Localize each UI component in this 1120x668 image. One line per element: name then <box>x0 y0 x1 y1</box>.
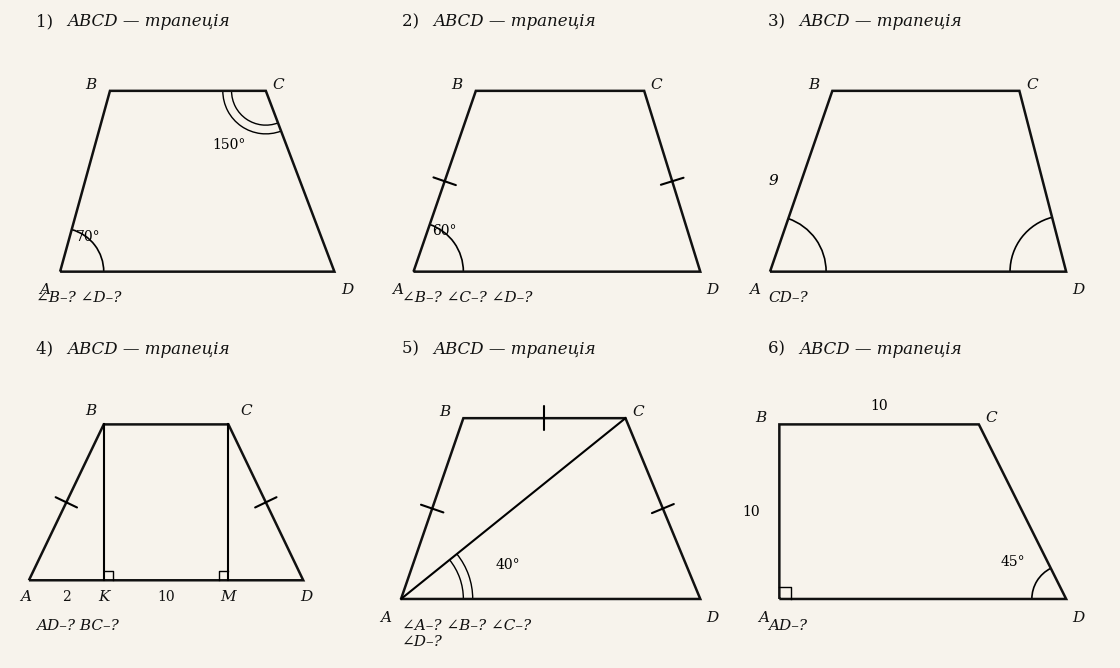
Text: ∠B–? ∠C–? ∠D–?: ∠B–? ∠C–? ∠D–? <box>402 291 533 305</box>
Text: K: K <box>99 590 110 603</box>
Text: 70°: 70° <box>76 230 101 244</box>
Text: C: C <box>632 405 644 419</box>
Text: ∠B–? ∠D–?: ∠B–? ∠D–? <box>36 291 122 305</box>
Text: D: D <box>300 590 312 603</box>
Text: ∠A–? ∠B–? ∠C–?
∠D–?: ∠A–? ∠B–? ∠C–? ∠D–? <box>402 619 531 649</box>
Text: ABCD — трапеція: ABCD — трапеція <box>799 13 962 30</box>
Text: 45°: 45° <box>1001 554 1026 568</box>
Text: A: A <box>392 283 403 297</box>
Text: 6): 6) <box>768 341 791 357</box>
Text: 5): 5) <box>402 341 424 357</box>
Text: D: D <box>1073 283 1085 297</box>
Text: 3): 3) <box>768 13 791 30</box>
Text: C: C <box>651 77 662 92</box>
Text: A: A <box>39 283 50 297</box>
Text: CD–?: CD–? <box>768 291 808 305</box>
Text: 10: 10 <box>743 505 760 518</box>
Text: C: C <box>272 77 284 92</box>
Text: D: D <box>340 283 353 297</box>
Text: B: B <box>808 77 819 92</box>
Text: ABCD — трапеція: ABCD — трапеція <box>67 13 230 30</box>
Text: 9: 9 <box>768 174 778 188</box>
Text: 4): 4) <box>36 341 58 357</box>
Text: ABCD — трапеція: ABCD — трапеція <box>433 341 596 357</box>
Text: 10: 10 <box>870 399 888 413</box>
Text: D: D <box>707 283 719 297</box>
Text: 2): 2) <box>402 13 424 30</box>
Text: ABCD — трапеція: ABCD — трапеція <box>799 341 962 357</box>
Text: B: B <box>439 405 450 419</box>
Text: B: B <box>85 77 97 92</box>
Text: B: B <box>85 404 96 418</box>
Text: 150°: 150° <box>212 138 245 152</box>
Text: C: C <box>1026 77 1037 92</box>
Text: M: M <box>221 590 236 603</box>
Text: 1): 1) <box>36 13 58 30</box>
Text: 40°: 40° <box>495 558 520 572</box>
Text: C: C <box>241 404 252 418</box>
Text: A: A <box>20 590 31 603</box>
Text: A: A <box>749 283 759 297</box>
Text: B: B <box>755 411 766 425</box>
Text: AD–?: AD–? <box>768 619 808 633</box>
Text: A: A <box>380 611 391 625</box>
Text: AD–? BC–?: AD–? BC–? <box>36 619 119 633</box>
Text: ABCD — трапеція: ABCD — трапеція <box>67 341 230 357</box>
Text: B: B <box>451 77 463 92</box>
Text: D: D <box>1073 611 1085 625</box>
Text: ABCD — трапеція: ABCD — трапеція <box>433 13 596 30</box>
Text: A: A <box>758 611 769 625</box>
Text: 2: 2 <box>62 590 71 603</box>
Text: D: D <box>707 611 719 625</box>
Text: C: C <box>986 411 997 425</box>
Text: 60°: 60° <box>432 224 457 238</box>
Text: 10: 10 <box>157 590 175 603</box>
